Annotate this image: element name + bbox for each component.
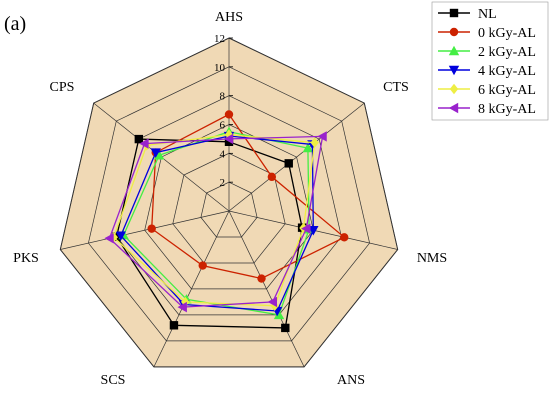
data-point (147, 224, 156, 233)
data-point (448, 65, 460, 76)
data-point (198, 261, 207, 270)
data-point (302, 142, 314, 153)
tick-label: 8 (220, 91, 226, 103)
data-point (448, 102, 459, 114)
data-point (273, 309, 285, 320)
data-point (169, 321, 179, 330)
data-point (281, 323, 290, 333)
spoke-line (60, 210, 230, 250)
axis-label-cps: CPS (50, 80, 75, 95)
legend-label: 2 kGy-AL (478, 45, 536, 60)
legend-entry: 2 kGy-AL (438, 45, 536, 60)
data-point (267, 296, 277, 308)
data-point (139, 138, 149, 149)
data-point (223, 133, 234, 145)
axis-label-cts: CTS (383, 80, 409, 95)
data-point (317, 131, 327, 142)
data-point (448, 45, 460, 56)
tick-label: 4 (220, 148, 226, 160)
data-point (449, 83, 459, 95)
grid-ring (59, 37, 399, 368)
series-line (115, 138, 303, 329)
axis-label-ans: ANS (337, 373, 365, 388)
data-point (104, 233, 114, 244)
grid-ring (88, 66, 370, 342)
data-point (181, 296, 190, 308)
legend-entry: 6 kGy-AL (438, 83, 536, 98)
data-point (177, 301, 187, 313)
tick-label: 12 (214, 33, 225, 45)
data-point (284, 159, 293, 168)
panel-label: (a) (4, 13, 26, 35)
series-5 (104, 131, 327, 313)
radar-series (104, 110, 349, 333)
legend-label: 6 kGy-AL (478, 83, 536, 98)
data-point (224, 129, 234, 140)
data-point (257, 274, 266, 283)
spoke-line (228, 210, 305, 368)
data-point (153, 150, 165, 160)
legend-entry: NL (438, 7, 497, 22)
data-point (308, 226, 319, 236)
data-point (134, 134, 144, 144)
series-line (122, 131, 310, 316)
legend-label: 8 kGy-AL (478, 102, 536, 117)
radar-grid: 2 4 6 8 10 12 (59, 33, 399, 368)
data-point (224, 137, 234, 146)
data-point (340, 233, 349, 242)
data-point (310, 137, 319, 148)
tick-label: 2 (220, 177, 226, 189)
data-point (115, 231, 126, 241)
axis-label-ahs: AHS (215, 10, 243, 25)
legend-entry: 8 kGy-AL (438, 102, 536, 117)
grid-ring (144, 124, 314, 290)
axis-label-pks: PKS (13, 251, 39, 266)
spoke-line (153, 210, 230, 368)
axis-label-nms: NMS (417, 251, 447, 266)
data-point (224, 110, 234, 119)
legend-label: 4 kGy-AL (478, 64, 536, 79)
legend-entry: 4 kGy-AL (438, 64, 536, 79)
axis-labels: AHS CTS NMS ANS SCS PKS CPS (13, 10, 447, 388)
data-point (267, 172, 277, 182)
tick-label: 6 (220, 120, 226, 132)
data-point (301, 223, 311, 234)
grid-ring (200, 181, 258, 238)
data-point (449, 27, 459, 37)
legend-label: 0 kGy-AL (478, 26, 536, 41)
legend-label: NL (478, 7, 497, 22)
data-point (449, 8, 459, 18)
axis-label-scs: SCS (101, 373, 126, 388)
legend: NL 0 kGy-AL 2 kGy-AL 4 kGy-AL 6 kGy-AL 8 kGy-… (431, 1, 549, 121)
legend-entry: 0 kGy-AL (438, 26, 536, 41)
legend-box (431, 1, 549, 121)
grid-ring (172, 152, 286, 264)
spoke-line (228, 102, 365, 212)
tick-label: 10 (214, 62, 226, 74)
data-point (150, 148, 161, 158)
series-line (108, 135, 324, 308)
